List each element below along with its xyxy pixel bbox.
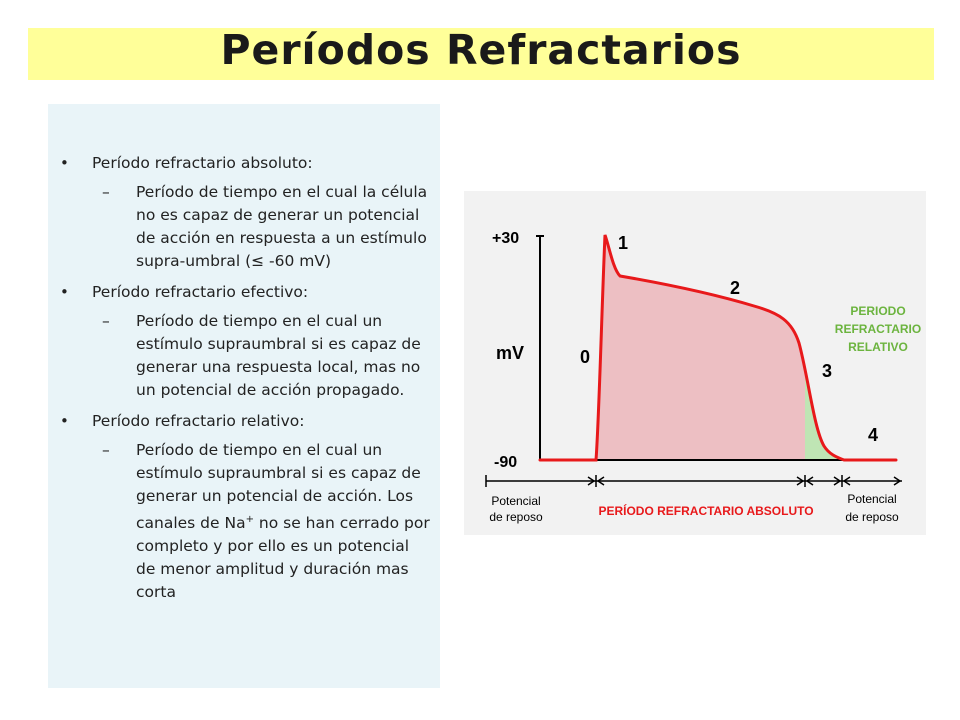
phase-label-4: 4	[868, 425, 878, 445]
rest-left-line-2: de reposo	[489, 510, 543, 524]
absolute-refractory-area	[596, 235, 805, 460]
bullet-heading: Período refractario relativo:	[92, 412, 305, 430]
text-panel	[48, 104, 440, 688]
bullet-absolute: • Período refractario absoluto:	[60, 152, 432, 175]
y-bottom-label: -90	[494, 454, 517, 471]
phase-label-2: 2	[730, 278, 740, 298]
rest-right-line-2: de reposo	[845, 510, 899, 524]
sub-bullet-effective: – Período de tiempo en el cual un estímul…	[60, 310, 432, 402]
sub-bullet-text: Período de tiempo en el cual un estímulo…	[136, 312, 421, 399]
bullet-list: • Período refractario absoluto: – Período …	[60, 152, 432, 612]
relative-label-line-1: PERIODO	[850, 304, 905, 318]
dash-icon: –	[102, 312, 110, 330]
phase-label-0: 0	[580, 347, 590, 367]
bullet-dot-icon: •	[60, 283, 69, 301]
action-potential-curve	[538, 234, 898, 462]
sub-bullet-relative: – Período de tiempo en el cual un estímul…	[60, 439, 432, 604]
diagram-svg: +30 mV -90 0 1 2 3 4 PERIODO REFRACTARIO…	[485, 230, 921, 524]
bullet-heading: Período refractario efectivo:	[92, 283, 309, 301]
dash-icon: –	[102, 183, 110, 201]
title-banner	[28, 28, 934, 80]
sub-bullet-absolute: – Período de tiempo en el cual la célula …	[60, 181, 432, 273]
rest-right-line-1: Potencial	[847, 492, 896, 506]
sub-bullet-text-post: no se han cerrado por completo y por ell…	[136, 514, 430, 602]
dash-icon: –	[102, 441, 110, 459]
relative-label-line-3: RELATIVO	[848, 340, 908, 354]
absolute-label: PERÍODO REFRACTARIO ABSOLUTO	[598, 503, 813, 518]
sub-bullet-text: Período de tiempo en el cual la célula n…	[136, 183, 428, 270]
relative-refractory-area	[805, 366, 844, 460]
timeline-arrows	[485, 475, 902, 487]
y-axis-label: mV	[496, 343, 524, 363]
phase-label-3: 3	[822, 361, 832, 381]
sub-bullet-text-pre: Período de tiempo en el cual un estímulo…	[136, 441, 421, 533]
bullet-heading: Período refractario absoluto:	[92, 154, 313, 172]
bullet-dot-icon: •	[60, 412, 69, 430]
phase-label-1: 1	[618, 233, 628, 253]
bullet-relative: • Período refractario relativo:	[60, 410, 432, 433]
sodium-superscript: +	[245, 514, 254, 525]
action-potential-diagram: +30 mV -90 0 1 2 3 4 PERIODO REFRACTARIO…	[464, 191, 926, 535]
bullet-effective: • Período refractario efectivo:	[60, 281, 432, 304]
y-top-label: +30	[492, 230, 519, 247]
rest-left-line-1: Potencial	[491, 494, 540, 508]
page-title: Períodos Refractarios	[220, 26, 742, 74]
relative-label-line-2: REFRACTARIO	[835, 322, 921, 336]
bullet-dot-icon: •	[60, 154, 69, 172]
